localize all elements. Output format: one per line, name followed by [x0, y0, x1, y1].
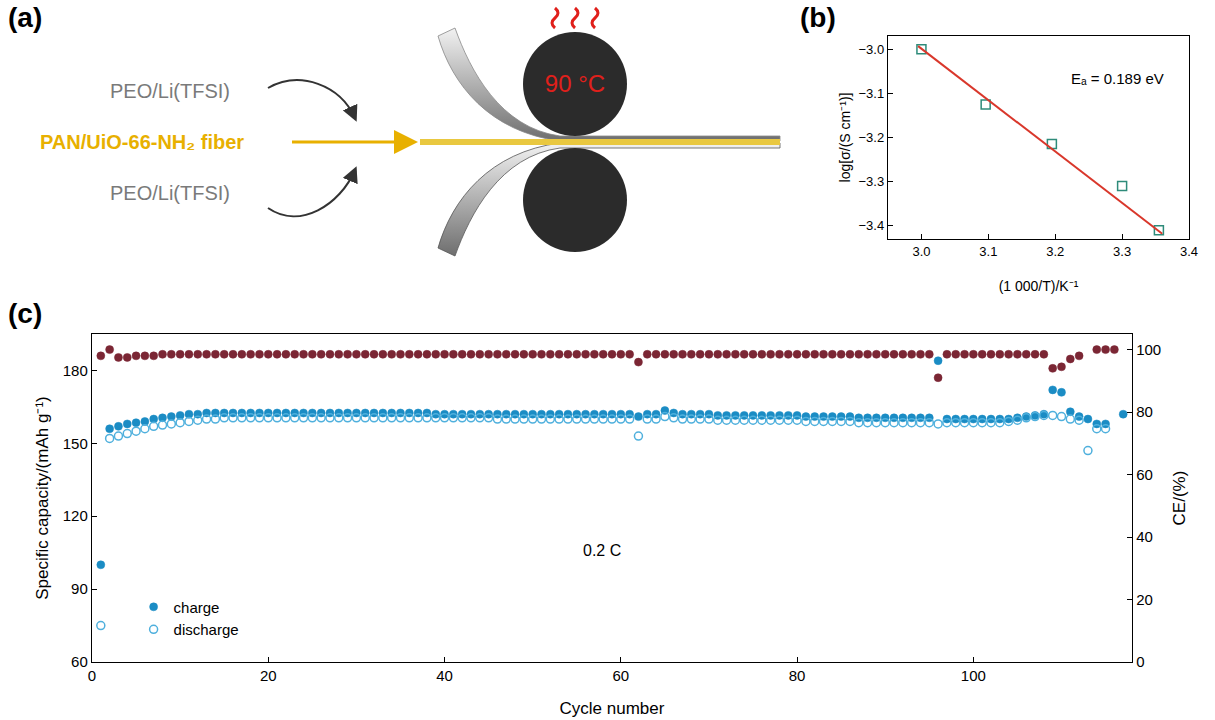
html-text:(b): (b)	[800, 2, 836, 33]
svg-text:90 °C: 90 °C	[545, 70, 605, 97]
svg-text:40: 40	[1136, 528, 1153, 545]
svg-text:0: 0	[1136, 653, 1144, 670]
svg-text:−3.4: −3.4	[859, 218, 885, 233]
html-text:(c): (c)	[8, 298, 43, 329]
svg-text:Cycle number: Cycle number	[560, 699, 665, 718]
svg-text:100: 100	[961, 667, 986, 684]
svg-text:3.1: 3.1	[979, 244, 997, 259]
svg-text:PAN/UiO-66-NH₂ fiber: PAN/UiO-66-NH₂ fiber	[40, 131, 244, 153]
svg-text:CE/(%): CE/(%)	[1170, 471, 1189, 526]
svg-text:0: 0	[88, 667, 96, 684]
svg-text:Eₐ = 0.189 eV: Eₐ = 0.189 eV	[1071, 70, 1164, 87]
svg-text:20: 20	[1136, 591, 1153, 608]
svg-text:100: 100	[1136, 341, 1161, 358]
svg-text:120: 120	[63, 507, 88, 524]
svg-text:20: 20	[260, 667, 277, 684]
svg-text:3.0: 3.0	[912, 244, 930, 259]
svg-text:log[σ/(S cm⁻¹)]: log[σ/(S cm⁻¹)]	[837, 93, 853, 183]
svg-text:3.2: 3.2	[1046, 244, 1064, 259]
svg-text:(1 000/T)/K⁻¹: (1 000/T)/K⁻¹	[999, 278, 1079, 294]
svg-text:60: 60	[1136, 466, 1153, 483]
svg-text:3.4: 3.4	[1180, 244, 1198, 259]
svg-text:−3.3: −3.3	[859, 174, 885, 189]
svg-text:60: 60	[71, 653, 88, 670]
svg-text:Specific capacity/(mAh g⁻¹): Specific capacity/(mAh g⁻¹)	[33, 396, 52, 599]
svg-text:90: 90	[71, 580, 88, 597]
svg-text:charge: charge	[174, 599, 220, 616]
svg-text:80: 80	[789, 667, 806, 684]
svg-text:150: 150	[63, 435, 88, 452]
svg-text:discharge: discharge	[174, 621, 239, 638]
svg-text:180: 180	[63, 362, 88, 379]
svg-text:40: 40	[436, 667, 453, 684]
svg-text:PEO/Li(TFSI): PEO/Li(TFSI)	[110, 80, 230, 102]
html-text:(a): (a)	[8, 2, 43, 33]
svg-text:PEO/Li(TFSI): PEO/Li(TFSI)	[110, 182, 230, 204]
svg-text:−3.1: −3.1	[859, 86, 885, 101]
svg-text:−3.2: −3.2	[859, 130, 885, 145]
svg-text:80: 80	[1136, 403, 1153, 420]
svg-text:0.2 C: 0.2 C	[583, 542, 621, 559]
svg-text:3.3: 3.3	[1113, 244, 1131, 259]
svg-text:−3.0: −3.0	[859, 42, 885, 57]
svg-text:60: 60	[612, 667, 629, 684]
